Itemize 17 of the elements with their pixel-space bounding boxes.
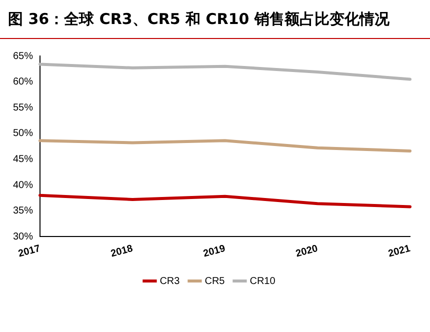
y-tick-label: 35%: [13, 206, 34, 217]
x-tick-label: 2020: [294, 243, 320, 260]
x-tick-label: 2017: [17, 243, 42, 260]
chart-title: 图 36：全球 CR3、CR5 和 CR10 销售额占比变化情况: [8, 10, 390, 29]
y-tick-label: 60%: [13, 76, 34, 88]
y-tick-label: 45%: [13, 154, 34, 165]
y-tick-label: 30%: [13, 231, 34, 242]
x-tick-label: 2019: [202, 243, 227, 260]
y-tick-label: 40%: [13, 180, 34, 191]
y-tick-label: 50%: [13, 128, 34, 140]
legend-label: CR3: [160, 276, 180, 287]
x-tick-label: 2018: [110, 243, 134, 260]
x-tick-label: 2021: [387, 243, 412, 260]
y-tick-label: 55%: [13, 102, 34, 114]
y-tick-label: 65%: [13, 50, 34, 62]
legend-label: CR5: [204, 276, 226, 287]
legend-label: CR10: [250, 276, 276, 287]
